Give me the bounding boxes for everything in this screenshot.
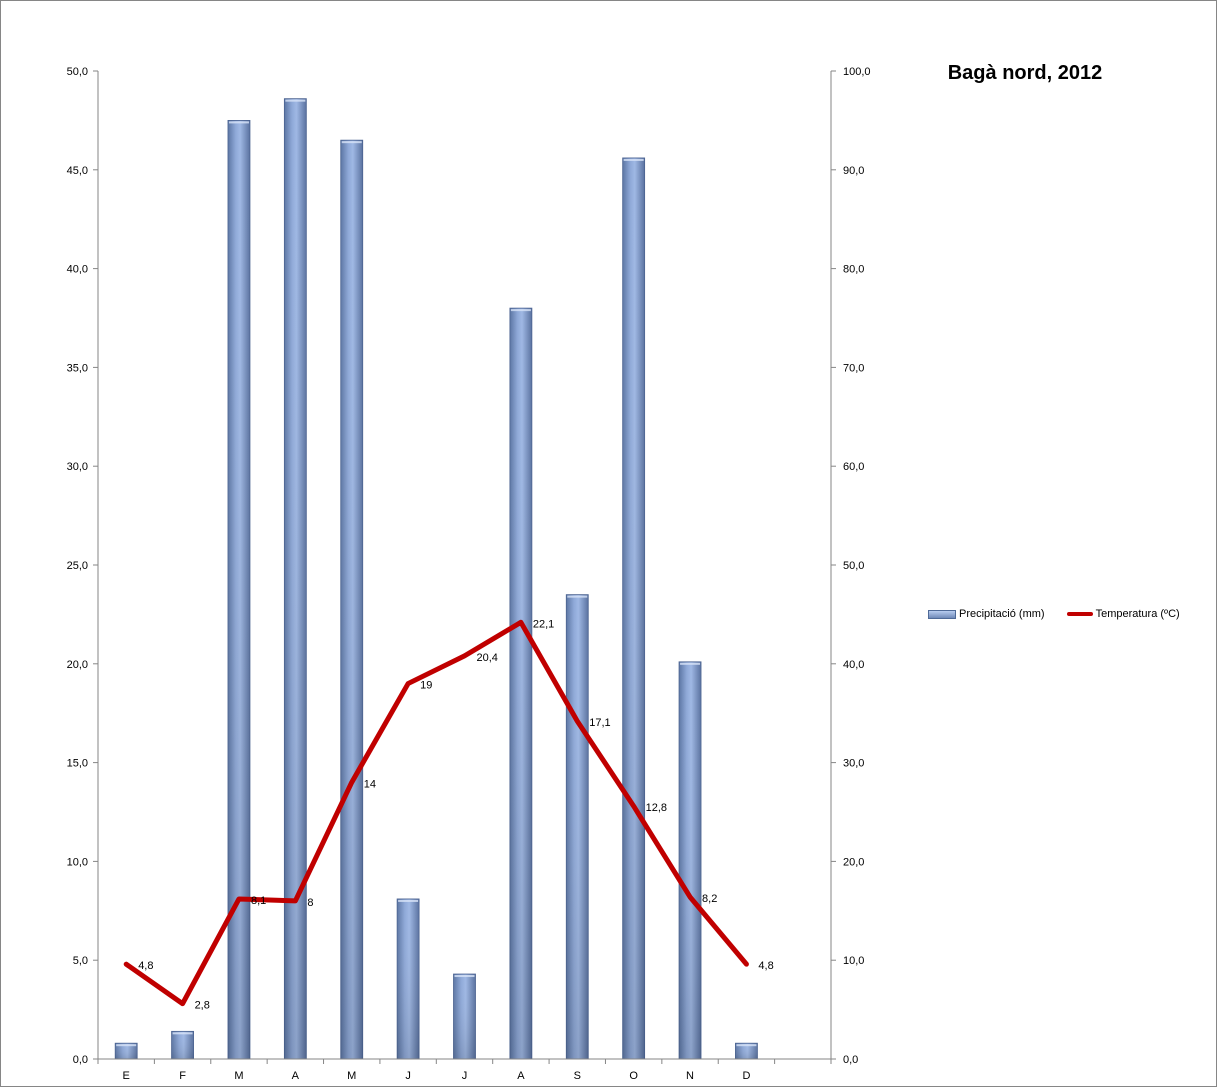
legend-label-temperature: Temperatura (ºC): [1095, 608, 1180, 620]
bar-shade-10: [622, 157, 645, 1060]
x-tick-label: S: [574, 1070, 581, 1082]
bar-shade-6: [397, 898, 420, 1059]
bar-top-highlight-8: [510, 309, 531, 312]
left-tick-label: 10,0: [67, 856, 88, 868]
x-tick-label: F: [179, 1070, 186, 1082]
right-tick-label: 10,0: [843, 955, 864, 967]
right-tick-label: 80,0: [843, 264, 864, 276]
right-tick-label: 0,0: [843, 1054, 858, 1066]
right-tick-label: 60,0: [843, 461, 864, 473]
bar-shade-8: [509, 308, 532, 1059]
temperature-data-label-6: 19: [420, 680, 432, 692]
legend-swatch-bar: [928, 609, 956, 619]
x-tick-label: O: [629, 1070, 638, 1082]
bar-shade-4: [284, 98, 307, 1059]
legend-swatch-line: [1066, 612, 1093, 616]
left-tick-label: 45,0: [67, 165, 88, 177]
left-tick-label: 25,0: [67, 560, 88, 572]
temperature-data-label-10: 12,8: [646, 802, 667, 814]
bar-shade-3: [227, 120, 250, 1059]
bar-shade-5: [340, 140, 363, 1059]
right-tick-label: 90,0: [843, 165, 864, 177]
bar-top-highlight-5: [341, 141, 362, 144]
labels-layer: 4,8 2,8 8,1 8 14 19 20,4 22,1 17,1 12,8 8,2 4,8: [138, 618, 774, 1011]
bar-shade-12: [735, 1043, 758, 1059]
temperature-line: [123, 619, 749, 1007]
bar-top-highlight-11: [680, 662, 701, 665]
bar-top-highlight-12: [736, 1044, 757, 1047]
temperature-data-label-3: 8,1: [251, 895, 266, 907]
left-tick-label: 30,0: [67, 461, 88, 473]
bar-top-highlight-9: [567, 595, 588, 598]
bar-top-highlight-4: [285, 99, 306, 102]
left-tick-label: 50,0: [67, 66, 88, 78]
temperature-data-label-9: 17,1: [589, 717, 610, 729]
chart-title: Bagà nord, 2012: [947, 62, 1103, 84]
legend-label-precipitation: Precipitació (mm): [959, 608, 1045, 620]
x-tick-label: E: [123, 1070, 130, 1082]
left-tick-label: 35,0: [67, 362, 88, 374]
temperature-line-layer: [123, 619, 749, 1007]
temperature-data-label-4: 8: [307, 897, 313, 909]
x-tick-label: D: [742, 1070, 750, 1082]
right-tick-label: 100,0: [843, 66, 871, 78]
bar-shade-1: [115, 1043, 138, 1059]
left-tick-label: 40,0: [67, 264, 88, 276]
temperature-data-label-7: 20,4: [477, 652, 498, 664]
x-tick-label: J: [462, 1070, 468, 1082]
bars-layer: [114, 98, 758, 1060]
bar-shade-11: [679, 661, 702, 1059]
bar-top-highlight-3: [228, 121, 249, 124]
bar-top-highlight-1: [116, 1044, 137, 1047]
bar-top-highlight-10: [623, 158, 644, 161]
temperature-data-label-8: 22,1: [533, 618, 554, 630]
left-tick-label: 15,0: [67, 758, 88, 770]
temperature-data-label-12: 4,8: [758, 960, 773, 972]
left-tick-label: 20,0: [67, 659, 88, 671]
temperature-data-label-2: 2,8: [195, 1000, 210, 1012]
right-tick-label: 40,0: [843, 659, 864, 671]
legend-item-temperature: Temperatura (ºC): [1066, 608, 1180, 620]
left-tick-label: 0,0: [73, 1054, 88, 1066]
x-tick-label: M: [234, 1070, 243, 1082]
right-tick-label: 70,0: [843, 362, 864, 374]
bar-top-highlight-6: [398, 899, 419, 902]
legend-item-precipitation: Precipitació (mm): [928, 608, 1045, 620]
bar-top-highlight-2: [172, 1032, 193, 1035]
legend: Precipitació (mm) Temperatura (ºC): [928, 608, 1202, 620]
temperature-data-label-5: 14: [364, 778, 376, 790]
x-tick-label: M: [347, 1070, 356, 1082]
bar-top-highlight-7: [454, 975, 475, 978]
right-tick-label: 30,0: [843, 758, 864, 770]
left-tick-label: 5,0: [73, 955, 88, 967]
bar-shade-7: [453, 974, 476, 1059]
axes-layer: 0,0 5,0 10,0 15,0 20,0 25,0 30,0 35,0 40,0 45,0 50…: [67, 66, 871, 1082]
temperature-data-label-11: 8,2: [702, 893, 717, 905]
x-tick-label: A: [517, 1070, 525, 1082]
x-tick-label: J: [405, 1070, 411, 1082]
right-tick-label: 50,0: [843, 560, 864, 572]
bar-shade-2: [171, 1031, 194, 1059]
x-tick-label: N: [686, 1070, 694, 1082]
bar-shade-9: [566, 594, 589, 1059]
x-tick-label: A: [292, 1070, 300, 1082]
temperature-data-label-1: 4,8: [138, 960, 153, 972]
right-tick-label: 20,0: [843, 856, 864, 868]
